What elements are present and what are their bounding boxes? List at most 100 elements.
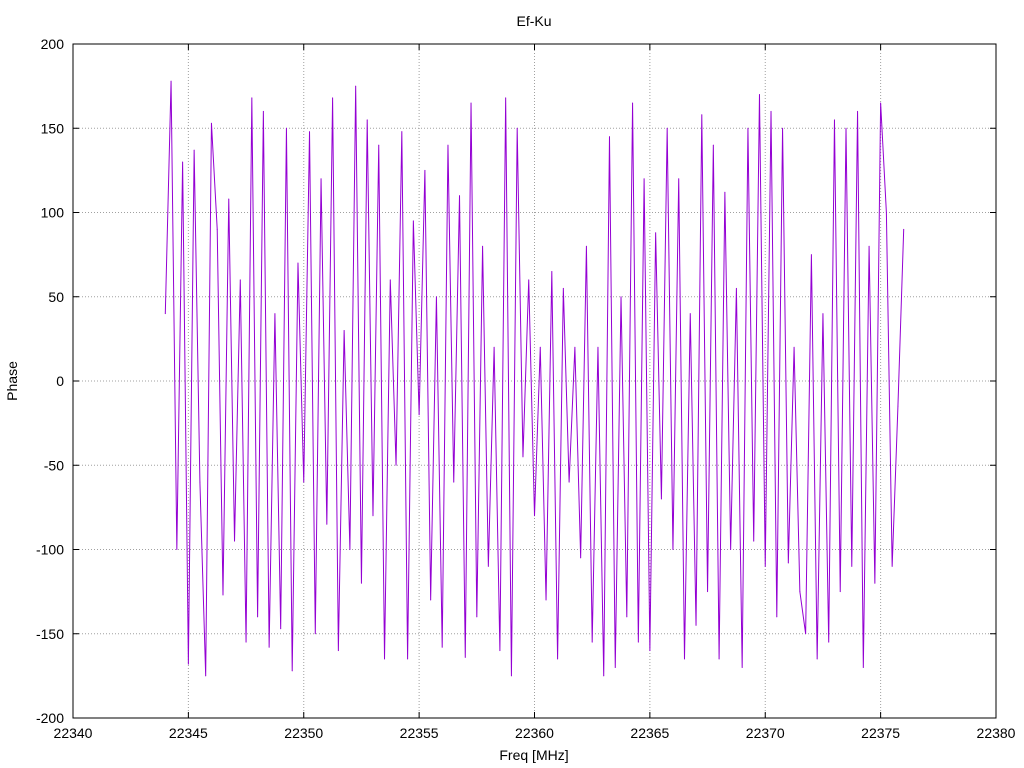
data-point <box>395 464 397 466</box>
data-point <box>343 329 345 331</box>
data-point <box>528 279 530 281</box>
data-point <box>695 624 697 626</box>
y-tick-label: 100 <box>41 205 65 221</box>
data-point <box>470 102 472 104</box>
data-point <box>337 650 339 652</box>
data-point <box>776 616 778 618</box>
data-point <box>903 228 905 230</box>
data-point <box>551 270 553 272</box>
data-point <box>262 110 264 112</box>
y-tick-label: -200 <box>36 710 64 726</box>
x-tick-label: 22365 <box>630 725 669 741</box>
data-point <box>216 228 218 230</box>
data-point <box>591 641 593 643</box>
data-point <box>384 658 386 660</box>
data-point <box>649 650 651 652</box>
data-point <box>274 313 276 315</box>
data-point <box>857 110 859 112</box>
data-point <box>758 94 760 96</box>
data-point <box>332 97 334 99</box>
data-point <box>845 127 847 129</box>
data-point <box>770 110 772 112</box>
data-point <box>239 279 241 281</box>
data-point <box>268 646 270 648</box>
grid <box>73 44 996 718</box>
data-point <box>712 144 714 146</box>
data-point <box>176 549 178 550</box>
data-point <box>707 591 709 593</box>
data-point <box>187 663 189 665</box>
data-point <box>372 515 374 517</box>
data-point <box>839 591 841 593</box>
x-tick-label: 22370 <box>746 725 785 741</box>
data-point <box>539 346 541 348</box>
data-point <box>453 481 455 483</box>
data-point <box>314 633 316 635</box>
data-point <box>626 616 628 618</box>
data-point <box>557 658 559 660</box>
data-point <box>603 675 605 677</box>
data-point <box>349 549 351 550</box>
data-point <box>574 346 576 348</box>
data-point <box>505 97 507 99</box>
data-point <box>568 481 570 483</box>
data-point <box>459 195 461 197</box>
data-point <box>499 650 501 652</box>
data-point <box>672 549 674 550</box>
data-point <box>683 658 685 660</box>
data-point <box>874 582 876 584</box>
data-point <box>487 565 489 567</box>
data-point <box>285 127 287 129</box>
data-point <box>401 131 403 133</box>
data-point <box>389 279 391 281</box>
data-point <box>164 313 166 315</box>
data-point <box>880 102 882 104</box>
x-tick-label: 22355 <box>400 725 439 741</box>
data-point <box>234 540 236 542</box>
data-point <box>482 245 484 247</box>
data-point <box>534 515 535 517</box>
x-tick-label: 22350 <box>284 725 323 741</box>
data-point <box>199 481 201 483</box>
x-tick-label: 22380 <box>977 725 1016 741</box>
data-point <box>655 232 657 234</box>
data-point <box>666 127 668 129</box>
data-point <box>464 656 466 658</box>
data-point <box>245 641 247 643</box>
data-point <box>741 666 743 668</box>
data-point <box>251 97 253 99</box>
data-point <box>297 262 299 264</box>
x-tick-label: 22345 <box>169 725 208 741</box>
data-point <box>735 287 737 289</box>
data-point <box>228 198 230 200</box>
data-point <box>170 80 172 82</box>
data-point <box>891 565 893 567</box>
y-tick-label: -50 <box>44 457 64 473</box>
data-point <box>418 414 420 416</box>
data-point <box>366 119 368 121</box>
data-point <box>378 144 380 146</box>
y-tick-label: -100 <box>36 542 64 558</box>
data-point <box>424 169 426 171</box>
x-tick-label: 22375 <box>861 725 900 741</box>
data-point <box>320 178 322 180</box>
data-point <box>608 136 610 138</box>
data-point <box>851 565 853 567</box>
y-axis-label: Phase <box>4 361 20 401</box>
data-point <box>360 582 362 584</box>
data-point <box>862 666 864 668</box>
data-point <box>799 591 801 593</box>
series <box>164 80 905 677</box>
data-point <box>303 481 305 483</box>
data-point <box>764 565 766 567</box>
data-point <box>182 161 184 163</box>
data-point <box>614 666 616 668</box>
data-point <box>222 594 224 596</box>
data-point <box>885 212 887 213</box>
data-point <box>597 346 599 348</box>
data-point <box>632 102 634 104</box>
data-point <box>326 523 328 525</box>
data-point <box>516 127 518 129</box>
data-point <box>205 675 207 677</box>
data-point <box>447 144 449 146</box>
